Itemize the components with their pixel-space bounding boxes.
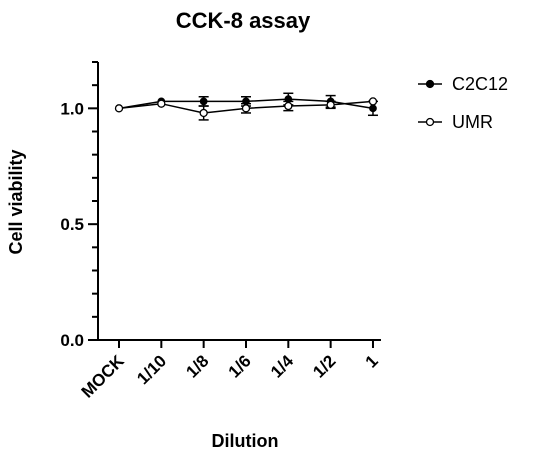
chart-title: CCK-8 assay	[176, 8, 311, 33]
y-axis-label: Cell viability	[6, 149, 26, 254]
data-point	[326, 100, 335, 110]
x-tick-label: 1/8	[182, 351, 212, 381]
x-tick-label: 1	[362, 351, 382, 371]
legend-marker	[425, 117, 435, 127]
y-tick-label: 0.0	[60, 331, 84, 350]
data-point	[284, 101, 293, 111]
data-point	[368, 97, 378, 106]
series-layer	[114, 92, 378, 121]
x-axis-label: Dilution	[212, 431, 279, 451]
legend: C2C12 UMR	[418, 74, 508, 132]
x-tick-label: 1/4	[267, 351, 298, 382]
legend-marker	[425, 79, 435, 89]
data-point	[369, 104, 377, 113]
x-tick-label: 1/6	[225, 351, 255, 381]
data-point	[199, 108, 208, 118]
x-tick-label: MOCK	[78, 351, 129, 402]
y-tick-label: 0.5	[60, 215, 84, 234]
y-tick-label: 1.0	[60, 99, 84, 118]
data-point	[199, 97, 208, 106]
x-tick-label: 1/2	[309, 351, 339, 381]
series-UMR	[114, 97, 378, 121]
legend-label: C2C12	[452, 74, 508, 94]
x-ticks: MOCK 1/10 1/8 1/6 1/4 1/2 1	[78, 340, 382, 402]
data-point	[114, 104, 124, 113]
data-point	[157, 99, 166, 108]
x-tick-label: 1/10	[133, 351, 170, 388]
legend-label: UMR	[452, 112, 493, 132]
y-ticks: 0.0 0.5 1.0	[60, 61, 98, 350]
data-point	[241, 104, 251, 113]
